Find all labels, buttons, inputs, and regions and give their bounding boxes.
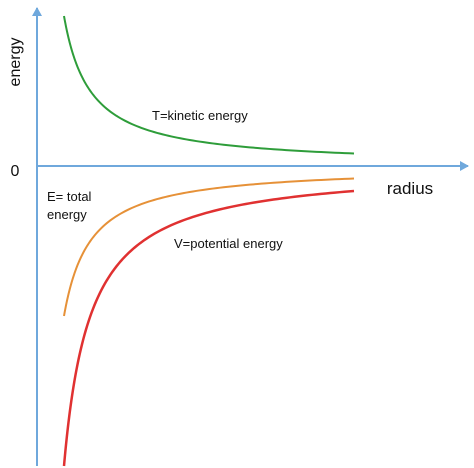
y-axis-label: energy bbox=[7, 38, 24, 87]
total-energy-label-line-2: energy bbox=[47, 207, 87, 222]
total-energy-curve bbox=[63, 177, 355, 317]
kinetic-energy-curve bbox=[63, 15, 355, 155]
x-axis-label: radius bbox=[387, 179, 433, 198]
total-energy-label-line-1: E= total bbox=[47, 189, 92, 204]
potential-energy-curve bbox=[62, 189, 355, 467]
total-energy-label: E= total energy bbox=[47, 189, 95, 222]
kinetic-energy-label: T=kinetic energy bbox=[152, 108, 248, 123]
y-tick-label-zero: 0 bbox=[11, 163, 20, 180]
potential-energy-label: V=potential energy bbox=[174, 236, 283, 251]
